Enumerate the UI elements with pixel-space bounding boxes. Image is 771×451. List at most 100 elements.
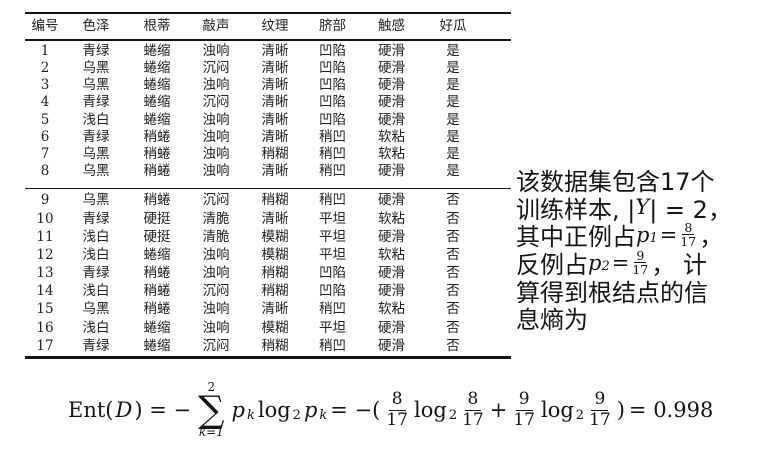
- side-note-line: 算得到根结点的信: [516, 276, 771, 307]
- table-cell: 浊响: [202, 163, 230, 180]
- log-operator: log: [257, 398, 291, 422]
- table-row: 2 乌黑 蜷缩 沉闷 清晰 凹陷 硬滑 是: [25, 60, 483, 77]
- table-cell: 青绿: [82, 94, 110, 111]
- table-cell: 稍蜷: [143, 265, 171, 282]
- table-header-row: 编号 色泽 根蒂 敲声 纹理 脐部 触感 好瓜: [25, 14, 483, 39]
- table-cell: 硬滑: [378, 163, 405, 180]
- note-text: 反例占: [516, 251, 588, 280]
- table-cell: 蜷缩: [143, 111, 171, 128]
- table-row: 17 青绿 蜷缩 沉闷 稍糊 稍凹 硬滑 否: [25, 338, 483, 356]
- table-cell: 浅白: [82, 246, 110, 263]
- var-d: D: [115, 398, 133, 422]
- table-cell: 否: [446, 265, 460, 282]
- log-base: 2: [292, 407, 301, 423]
- equals-minus: ) = −: [134, 398, 192, 422]
- sum-upper-limit: 2: [207, 380, 216, 395]
- note-text: 息熵为: [516, 306, 588, 335]
- table-cell: 15: [36, 301, 54, 318]
- table-cell: 否: [446, 210, 460, 227]
- table-cell: 沉闷: [202, 94, 230, 111]
- table-cell: 否: [446, 301, 460, 318]
- table-row: 12 浅白 蜷缩 浊响 模糊 平坦 软粘 否: [25, 247, 483, 265]
- table-mid-rule: [25, 188, 511, 190]
- table-cell: 9: [40, 192, 50, 209]
- log-operator: log: [540, 398, 574, 422]
- table-cell: 否: [446, 192, 460, 209]
- table-cell: 11: [36, 228, 54, 245]
- table-cell: 清脆: [202, 210, 230, 227]
- table-cell: 乌黑: [82, 163, 110, 180]
- table-cell: 稍蜷: [143, 163, 171, 180]
- table-cell: 清晰: [261, 210, 289, 227]
- table-cell: 浅白: [82, 283, 110, 300]
- table-cell: 稍凹: [319, 163, 346, 180]
- close-paren: ): [616, 398, 625, 422]
- table-cell: 蜷缩: [143, 42, 171, 59]
- note-text: 该数据集包含17个: [516, 168, 715, 197]
- table-cell: 硬滑: [378, 283, 405, 300]
- table-cell: 硬滑: [378, 111, 405, 128]
- table-cell: 浊响: [202, 246, 230, 263]
- header-cell-knock: 敲声: [202, 17, 230, 34]
- table-cell: 稍糊: [261, 192, 289, 209]
- table-cell: 稍凹: [319, 128, 346, 145]
- table-cell: 硬滑: [378, 228, 405, 245]
- table-cell: 沉闷: [202, 192, 230, 209]
- table-cell: 沉闷: [202, 60, 230, 77]
- table-cell: 8: [40, 163, 50, 180]
- table-cell: 沉闷: [202, 337, 230, 354]
- table-cell: 2: [40, 60, 50, 77]
- table-cell: 稍蜷: [143, 192, 171, 209]
- table-cell: 浊响: [202, 111, 230, 128]
- side-note-line: 该数据集包含17个: [516, 166, 771, 196]
- table-cell: 硬滑: [378, 94, 405, 111]
- table-cell: 乌黑: [82, 192, 110, 209]
- note-text: 其中正例占: [516, 223, 636, 252]
- header-cell-navel: 脐部: [319, 17, 346, 34]
- table-cell: 是: [446, 77, 460, 94]
- table-cell: 清脆: [202, 228, 230, 245]
- fraction-8-17: 8 17: [386, 389, 408, 430]
- var-p-sub: k: [319, 407, 328, 423]
- log-base: 2: [448, 407, 458, 423]
- table-cell: 否: [446, 337, 460, 354]
- plus-sign: +: [489, 398, 508, 422]
- side-note-line: 训练样本, | Y | = 2，: [516, 194, 771, 224]
- summation: 2 ∑ k=1: [198, 380, 224, 439]
- table-cell: 平坦: [319, 319, 346, 336]
- table-cell: 14: [36, 283, 54, 300]
- sum-lower-limit: k=1: [198, 424, 224, 439]
- table-row: 3 乌黑 蜷缩 浊响 清晰 凹陷 硬滑 是: [25, 77, 483, 94]
- table-cell: 稍糊: [261, 265, 289, 282]
- table-cell: 蜷缩: [143, 319, 171, 336]
- table-cell: 凹陷: [319, 94, 346, 111]
- table-cell: 浊响: [202, 301, 230, 318]
- table-cell: 10: [36, 210, 54, 227]
- header-cell-color: 色泽: [82, 17, 110, 34]
- table-cell: 平坦: [319, 228, 346, 245]
- table-cell: 硬滑: [378, 319, 405, 336]
- table-cell: 蜷缩: [143, 60, 171, 77]
- table-cell: 平坦: [319, 210, 346, 227]
- table-cell: 蜷缩: [143, 77, 171, 94]
- watermelon-dataset-table: 编号 色泽 根蒂 敲声 纹理 脐部 触感 好瓜 1 青绿 蜷缩 浊响 清晰 凹陷 硬滑是 2 乌…: [25, 12, 511, 359]
- table-cell: 7: [40, 145, 50, 162]
- table-cell: 清晰: [261, 77, 289, 94]
- table-row: 14 浅白 稍蜷 沉闷 稍糊 凹陷 硬滑 否: [25, 283, 483, 301]
- table-cell: 青绿: [82, 42, 110, 59]
- side-note-line: 息熵为: [516, 304, 771, 334]
- table-cell: 硬滑: [378, 265, 405, 282]
- header-cell-touch: 触感: [378, 17, 405, 34]
- table-cell: 软粘: [378, 301, 405, 318]
- table-bottom-rule: [25, 356, 511, 359]
- table-cell: 稍蜷: [143, 145, 171, 162]
- table-cell: 否: [446, 283, 460, 300]
- table-cell: 稍糊: [261, 337, 289, 354]
- fraction-9-17: 9 17: [632, 247, 649, 278]
- table-cell: 稍糊: [261, 283, 289, 300]
- table-cell: 否: [446, 319, 460, 336]
- table-cell: 硬滑: [378, 42, 405, 59]
